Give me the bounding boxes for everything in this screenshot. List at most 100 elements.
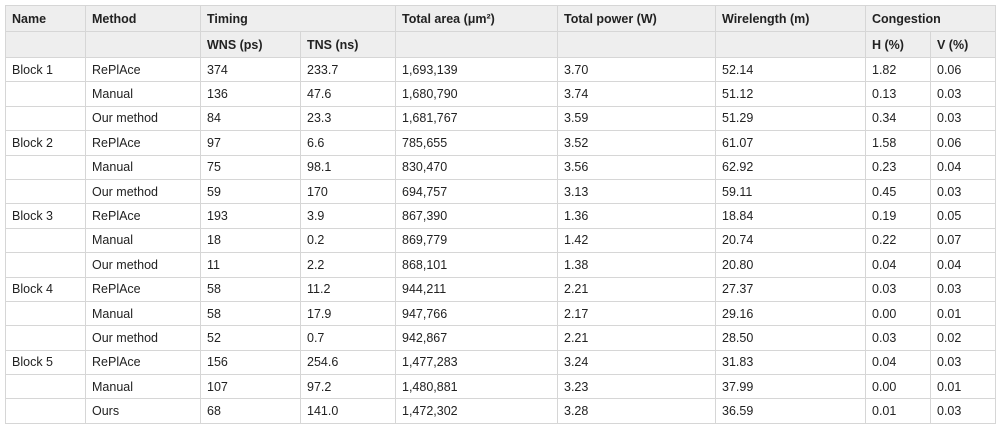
value-cell: 233.7: [300, 56, 396, 83]
value-cell: 97.2: [300, 374, 396, 400]
value-cell: 0.06: [930, 130, 996, 156]
method-cell: RePlAce: [85, 130, 201, 156]
value-cell: 58: [200, 276, 301, 302]
value-cell: 0.03: [865, 276, 931, 302]
value-cell: 3.9: [300, 203, 396, 229]
block-name: [5, 374, 86, 400]
value-cell: 2.21: [557, 325, 716, 351]
value-cell: 869,779: [395, 227, 558, 254]
value-cell: 942,867: [395, 325, 558, 351]
value-cell: 254.6: [300, 349, 396, 376]
value-cell: 0.00: [865, 374, 931, 400]
value-cell: 11.2: [300, 276, 396, 302]
value-cell: 68: [200, 398, 301, 424]
page: Name Method Timing Total area (μm²) Tota…: [0, 5, 1000, 440]
value-cell: 3.59: [557, 105, 716, 132]
value-cell: 1,480,881: [395, 374, 558, 400]
value-cell: 1.58: [865, 130, 931, 156]
method-cell: RePlAce: [85, 276, 201, 302]
table-row: Manual 75 98.1 830,470 3.56 62.92 0.23 0.04: [5, 154, 996, 180]
value-cell: 170: [300, 178, 396, 205]
value-cell: 6.6: [300, 130, 396, 156]
value-cell: 3.74: [557, 81, 716, 107]
method-cell: Our method: [85, 325, 201, 351]
table-body: Block 1 RePlAce 374 233.7 1,693,139 3.70 52.14…: [5, 56, 996, 424]
header-cell: [715, 31, 866, 58]
header-cell: WNS (ps): [200, 31, 301, 58]
value-cell: 0.7: [300, 325, 396, 351]
table-row: Manual 58 17.9 947,766 2.17 29.16 0.00 0.01: [5, 300, 996, 327]
method-cell: Manual: [85, 227, 201, 254]
value-cell: 47.6: [300, 81, 396, 107]
table-row: Block 1 RePlAce 374 233.7 1,693,139 3.70 52.14…: [5, 56, 996, 83]
value-cell: 52: [200, 325, 301, 351]
header-cell: Total power (W): [557, 5, 716, 32]
header-cell: [395, 31, 558, 58]
header-cell: [5, 31, 86, 58]
method-cell: Manual: [85, 300, 201, 327]
value-cell: 867,390: [395, 203, 558, 229]
value-cell: 51.29: [715, 105, 866, 132]
value-cell: 29.16: [715, 300, 866, 327]
value-cell: 84: [200, 105, 301, 132]
value-cell: 51.12: [715, 81, 866, 107]
value-cell: 98.1: [300, 154, 396, 180]
value-cell: 3.24: [557, 349, 716, 376]
table-row: Block 5 RePlAce 156 254.6 1,477,283 3.24 31.83…: [5, 349, 996, 376]
method-cell: Ours: [85, 398, 201, 424]
value-cell: 20.80: [715, 252, 866, 278]
table-row: Block 3 RePlAce 193 3.9 867,390 1.36 18.84 0.19…: [5, 203, 996, 229]
method-cell: RePlAce: [85, 56, 201, 83]
header-cell: Method: [85, 5, 201, 32]
method-cell: RePlAce: [85, 349, 201, 376]
value-cell: 0.23: [865, 154, 931, 180]
value-cell: 3.70: [557, 56, 716, 83]
value-cell: 0.13: [865, 81, 931, 107]
table-row: Block 2 RePlAce 97 6.6 785,655 3.52 61.07 1.58 0…: [5, 130, 996, 156]
value-cell: 1.38: [557, 252, 716, 278]
value-cell: 141.0: [300, 398, 396, 424]
value-cell: 20.74: [715, 227, 866, 254]
block-name: [5, 300, 86, 327]
header-cell: Timing: [200, 5, 396, 32]
value-cell: 17.9: [300, 300, 396, 327]
value-cell: 3.52: [557, 130, 716, 156]
block-name: Block 1: [5, 56, 86, 83]
value-cell: 1,680,790: [395, 81, 558, 107]
value-cell: 107: [200, 374, 301, 400]
value-cell: 136: [200, 81, 301, 107]
value-cell: 0.00: [865, 300, 931, 327]
value-cell: 18.84: [715, 203, 866, 229]
value-cell: 0.01: [865, 398, 931, 424]
table-row: Manual 107 97.2 1,480,881 3.23 37.99 0.00 0.01: [5, 374, 996, 400]
header-cell: TNS (ns): [300, 31, 396, 58]
method-cell: Our method: [85, 105, 201, 132]
block-name: [5, 325, 86, 351]
value-cell: 3.23: [557, 374, 716, 400]
block-name: [5, 252, 86, 278]
value-cell: 0.2: [300, 227, 396, 254]
value-cell: 0.04: [930, 154, 996, 180]
value-cell: 2.21: [557, 276, 716, 302]
header-cell: [85, 31, 201, 58]
value-cell: 0.04: [930, 252, 996, 278]
value-cell: 11: [200, 252, 301, 278]
block-name: [5, 154, 86, 180]
value-cell: 0.06: [930, 56, 996, 83]
value-cell: 18: [200, 227, 301, 254]
value-cell: 0.45: [865, 178, 931, 205]
table-row: Our method 59 170 694,757 3.13 59.11 0.45 0.03: [5, 178, 996, 205]
value-cell: 0.02: [930, 325, 996, 351]
value-cell: 59.11: [715, 178, 866, 205]
table-row: Manual 136 47.6 1,680,790 3.74 51.12 0.13 0.03: [5, 81, 996, 107]
value-cell: 156: [200, 349, 301, 376]
header-cell: Name: [5, 5, 86, 32]
value-cell: 31.83: [715, 349, 866, 376]
block-name: [5, 105, 86, 132]
header-cell: Congestion: [865, 5, 996, 32]
value-cell: 0.03: [930, 178, 996, 205]
value-cell: 1,472,302: [395, 398, 558, 424]
block-name: Block 2: [5, 130, 86, 156]
method-cell: Our method: [85, 178, 201, 205]
table-row: Our method 11 2.2 868,101 1.38 20.80 0.04 0.04: [5, 252, 996, 278]
